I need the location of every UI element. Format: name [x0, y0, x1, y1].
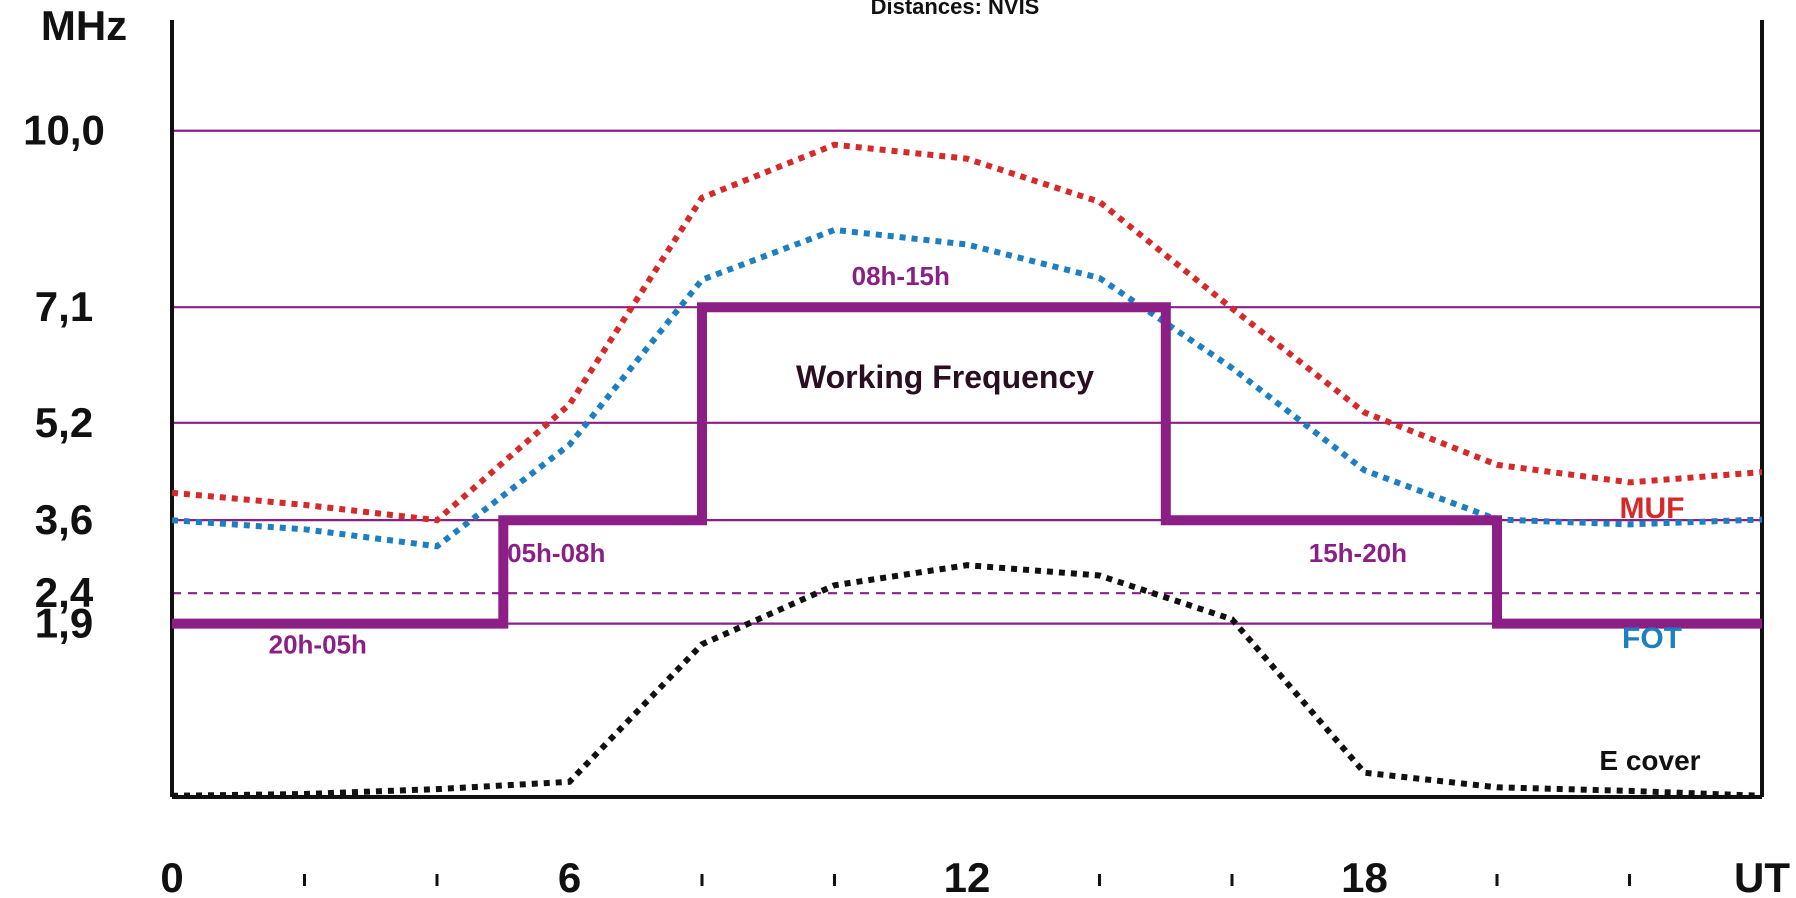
series-line-muf [171, 141, 1763, 524]
x-tick-label: 18 [1341, 854, 1388, 898]
y-tick-label: 7,1 [35, 283, 93, 330]
x-axis-label: UT [1734, 854, 1790, 898]
labels-group: 10,0 7,1 5,2 3,6 2,41,9 0 6 12 18 20h-05h 05h-08h 0… [23, 107, 1407, 898]
e-cover-label: E cover [1599, 745, 1700, 776]
axes [170, 20, 1764, 886]
y-axis-label: MHz [41, 2, 127, 49]
y-tick-label: 5,2 [35, 399, 93, 446]
working-frequency-period-label: 20h-05h [269, 630, 367, 660]
working-frequency-period-label: 08h-15h [852, 261, 950, 291]
fot-label: FOT [1622, 622, 1682, 655]
y-tick-label: 10,0 [23, 107, 105, 154]
muf-label: MUF [1620, 492, 1685, 525]
working-frequency-period-label: 05h-08h [507, 538, 605, 568]
x-tick-label: 0 [160, 854, 183, 898]
series-group [171, 141, 1763, 799]
y-tick-label: 3,6 [35, 496, 93, 543]
chart-title: Distances: NVIS [871, 0, 1040, 19]
x-tick-label: 6 [558, 854, 581, 898]
x-tick-label: 12 [944, 854, 991, 898]
working-frequency-label: Working Frequency [796, 359, 1094, 395]
y-tick-label: 2,4 [35, 569, 94, 616]
series-line-e-cover [171, 562, 1763, 799]
working-frequency-step-line [172, 302, 1762, 629]
y-tick-label: 1,9 [35, 600, 93, 647]
working-frequency-period-label: 15h-20h [1309, 538, 1407, 568]
